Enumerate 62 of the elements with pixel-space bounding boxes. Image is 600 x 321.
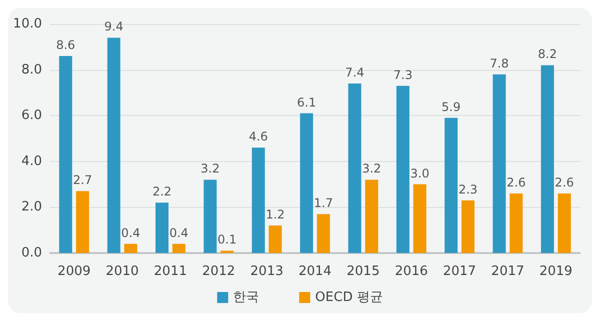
- data-label: 4.6: [248, 130, 268, 144]
- bar: [413, 184, 426, 253]
- bar: [59, 56, 72, 253]
- y-tick-label: 10.0: [13, 16, 42, 32]
- data-label: 3.2: [200, 162, 220, 176]
- y-tick-label: 4.0: [21, 154, 42, 169]
- bar: [316, 214, 330, 253]
- data-label: 7.3: [393, 68, 412, 82]
- bar: [461, 200, 474, 253]
- data-label: 2.2: [152, 184, 172, 199]
- x-tick-label: 2009: [58, 264, 91, 279]
- x-tick-label: 2016: [394, 264, 428, 279]
- x-tick-label: 2017: [443, 264, 476, 279]
- data-label: 8.2: [538, 47, 558, 62]
- data-label: 2.6: [554, 175, 574, 190]
- bar: [107, 38, 120, 253]
- bar: [156, 202, 169, 253]
- y-tick-label: 0.0: [21, 246, 42, 260]
- data-label: 5.9: [442, 100, 461, 114]
- bar: [492, 74, 506, 253]
- x-tick-label: 2015: [346, 264, 380, 279]
- y-tick-label: 2.0: [21, 200, 42, 215]
- data-label: 3.0: [410, 166, 430, 180]
- data-label: 0.4: [169, 226, 188, 240]
- x-tick-label: 2013: [250, 264, 284, 279]
- data-label: 2.6: [506, 175, 526, 190]
- bar: [252, 148, 265, 253]
- bar: [558, 193, 571, 253]
- data-label: 2.3: [458, 182, 478, 196]
- bar: [300, 113, 314, 253]
- data-label: 7.8: [490, 56, 509, 70]
- x-tick-label: 2017: [491, 264, 524, 279]
- x-tick-label: 2014: [298, 264, 332, 279]
- data-label: 1.7: [314, 196, 333, 210]
- data-label: 2.7: [72, 173, 92, 188]
- y-tick-label: 8.0: [21, 62, 42, 78]
- bar: [76, 191, 90, 253]
- data-label: 7.4: [345, 66, 364, 80]
- x-tick-label: 2019: [539, 264, 572, 279]
- legend-label: OECD 평균: [315, 290, 383, 305]
- data-label: 1.2: [266, 208, 285, 222]
- data-label: 9.4: [104, 20, 124, 34]
- bar: [124, 244, 138, 253]
- data-label: 0.1: [218, 232, 237, 247]
- bar: [396, 86, 410, 253]
- bar: [444, 118, 458, 253]
- x-tick-label: 2012: [202, 264, 236, 279]
- data-label: 6.1: [297, 95, 316, 110]
- y-tick-label: 6.0: [21, 108, 42, 124]
- data-label: 0.4: [121, 226, 140, 240]
- bar: [172, 244, 186, 253]
- data-label: 3.2: [362, 162, 382, 176]
- x-tick-label: 2011: [154, 264, 187, 279]
- x-tick-label: 2010: [106, 264, 139, 279]
- data-label: 8.6: [56, 38, 76, 52]
- bar: [268, 226, 282, 253]
- bar: [510, 193, 523, 253]
- bar: [204, 180, 217, 253]
- legend-label: 한국: [233, 290, 260, 305]
- bar: [365, 180, 378, 253]
- bar: [348, 84, 362, 253]
- bar: [540, 65, 554, 253]
